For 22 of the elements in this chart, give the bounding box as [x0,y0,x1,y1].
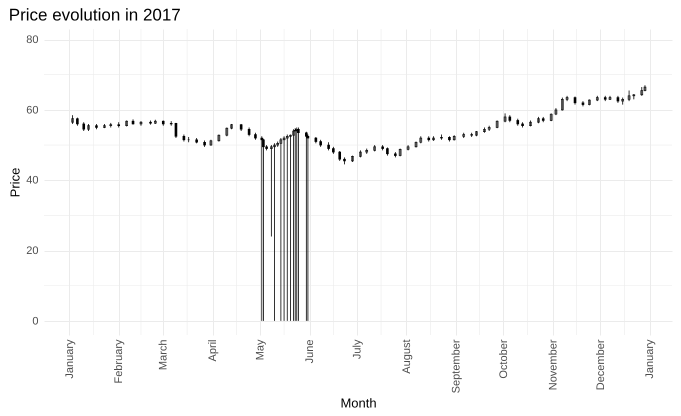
x-tick-label: January [64,339,76,379]
x-tick-label: July [352,339,364,360]
x-tick-label: February [113,339,126,384]
y-tick-label: 60 [26,104,38,116]
x-tick-label: January [644,339,656,379]
y-tick-label: 20 [26,245,38,258]
x-tick-label: May [254,339,267,360]
y-tick-label: 0 [32,315,38,328]
x-tick-label: October [498,339,510,379]
chart-title: Price evolution in 2017 [8,6,181,25]
x-tick-label: September [450,339,462,394]
x-tick-label: December [594,339,607,390]
x-axis-title: Month [340,395,377,410]
x-tick-label: March [158,340,170,370]
x-tick-label: August [400,340,413,374]
x-tick-label: April [207,340,220,362]
x-tick-label: June [304,340,316,364]
y-axis-title: Price [7,168,22,198]
candlestick [440,134,443,140]
x-tick-label: November [547,339,560,390]
y-tick-label: 80 [26,34,38,46]
y-tick-label: 40 [26,174,38,187]
